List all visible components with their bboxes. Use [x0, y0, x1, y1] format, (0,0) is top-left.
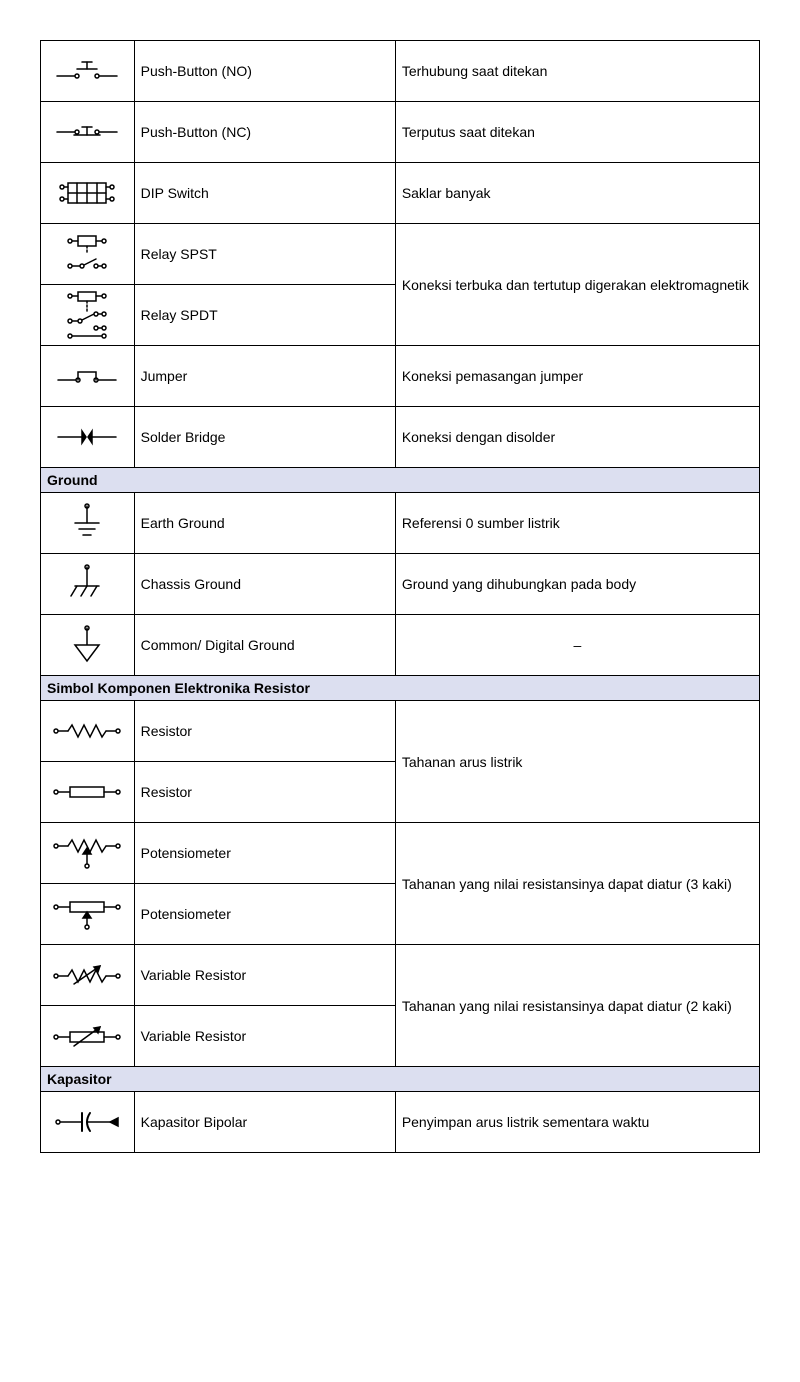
table-row: Chassis GroundGround yang dihubungkan pa… — [41, 554, 760, 615]
component-description: Penyimpan arus listrik sementara waktu — [395, 1092, 759, 1153]
component-description: Koneksi dengan disolder — [395, 407, 759, 468]
component-description: Tahanan yang nilai resistansinya dapat d… — [395, 945, 759, 1067]
component-description: Saklar banyak — [395, 163, 759, 224]
symbol-cell — [41, 224, 135, 285]
component-description: Koneksi pemasangan jumper — [395, 346, 759, 407]
table-row: JumperKoneksi pemasangan jumper — [41, 346, 760, 407]
symbol-cell — [41, 285, 135, 346]
component-name: Solder Bridge — [134, 407, 395, 468]
component-name: Earth Ground — [134, 493, 395, 554]
component-name: Jumper — [134, 346, 395, 407]
component-name: Potensiometer — [134, 823, 395, 884]
component-name: Chassis Ground — [134, 554, 395, 615]
symbol-cell — [41, 1092, 135, 1153]
symbol-cell — [41, 41, 135, 102]
table-row: Common/ Digital Ground– — [41, 615, 760, 676]
section-header: Simbol Komponen Elektronika Resistor — [41, 676, 760, 701]
component-description: Tahanan yang nilai resistansinya dapat d… — [395, 823, 759, 945]
table-row: Push-Button (NO)Terhubung saat ditekan — [41, 41, 760, 102]
component-name: Potensiometer — [134, 884, 395, 945]
component-description: Tahanan arus listrik — [395, 701, 759, 823]
table-row: Kapasitor — [41, 1067, 760, 1092]
component-description: Koneksi terbuka dan tertutup digerakan e… — [395, 224, 759, 346]
component-description: Terhubung saat ditekan — [395, 41, 759, 102]
component-name: Variable Resistor — [134, 945, 395, 1006]
component-name: Relay SPST — [134, 224, 395, 285]
symbol-cell — [41, 554, 135, 615]
symbol-cell — [41, 823, 135, 884]
component-name: Push-Button (NO) — [134, 41, 395, 102]
component-name: Resistor — [134, 762, 395, 823]
symbol-cell — [41, 493, 135, 554]
section-header: Ground — [41, 468, 760, 493]
symbol-cell — [41, 701, 135, 762]
symbol-cell — [41, 615, 135, 676]
symbol-cell — [41, 884, 135, 945]
symbol-cell — [41, 762, 135, 823]
component-name: Relay SPDT — [134, 285, 395, 346]
component-description: Referensi 0 sumber listrik — [395, 493, 759, 554]
symbol-cell — [41, 163, 135, 224]
component-name: Push-Button (NC) — [134, 102, 395, 163]
table-row: Simbol Komponen Elektronika Resistor — [41, 676, 760, 701]
component-name: Resistor — [134, 701, 395, 762]
table-row: Solder BridgeKoneksi dengan disolder — [41, 407, 760, 468]
symbol-cell — [41, 1006, 135, 1067]
component-description: Ground yang dihubungkan pada body — [395, 554, 759, 615]
table-row: Kapasitor BipolarPenyimpan arus listrik … — [41, 1092, 760, 1153]
electronics-symbol-table: Push-Button (NO)Terhubung saat ditekanPu… — [40, 40, 760, 1153]
table-row: PotensiometerTahanan yang nilai resistan… — [41, 823, 760, 884]
symbol-cell — [41, 346, 135, 407]
component-description: Terputus saat ditekan — [395, 102, 759, 163]
component-name: Kapasitor Bipolar — [134, 1092, 395, 1153]
table-row: Relay SPSTKoneksi terbuka dan tertutup d… — [41, 224, 760, 285]
symbol-cell — [41, 407, 135, 468]
table-row: Ground — [41, 468, 760, 493]
symbol-cell — [41, 945, 135, 1006]
table-row: Earth GroundReferensi 0 sumber listrik — [41, 493, 760, 554]
component-description: – — [395, 615, 759, 676]
symbol-cell — [41, 102, 135, 163]
section-header: Kapasitor — [41, 1067, 760, 1092]
table-row: DIP SwitchSaklar banyak — [41, 163, 760, 224]
component-name: Common/ Digital Ground — [134, 615, 395, 676]
table-row: ResistorTahanan arus listrik — [41, 701, 760, 762]
table-row: Push-Button (NC)Terputus saat ditekan — [41, 102, 760, 163]
table-row: Variable ResistorTahanan yang nilai resi… — [41, 945, 760, 1006]
component-name: Variable Resistor — [134, 1006, 395, 1067]
component-name: DIP Switch — [134, 163, 395, 224]
